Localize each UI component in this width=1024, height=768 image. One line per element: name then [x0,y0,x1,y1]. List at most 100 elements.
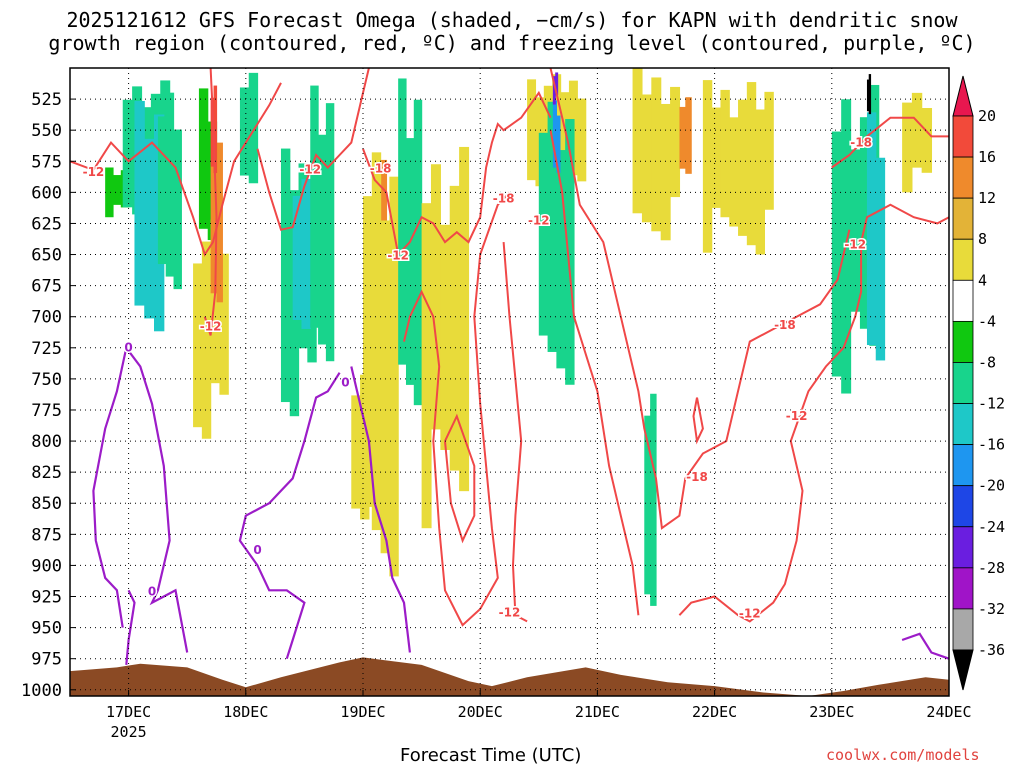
omega-streak [547,101,557,352]
omega-region-teal-18dec [292,178,311,329]
y-tick-label: 750 [31,370,62,390]
dgz-contour-label: -12 [387,249,409,263]
colorbar-label: 4 [978,271,987,289]
freezing-contour-line [92,347,128,628]
omega-streak [850,149,861,312]
omega-streak [651,77,662,232]
colorbar-label: -32 [978,600,1005,618]
dgz-contour-label: -18 [850,135,872,149]
omega-streak [144,138,155,319]
freezing-contour-label: 0 [124,341,132,355]
omega-streak [875,157,886,361]
colorbar-bin [952,115,974,158]
dgz-contour-line [549,130,640,616]
colorbar-label: 8 [978,230,987,248]
dgz-contour-label: -12 [83,165,105,179]
omega-streak [746,82,757,246]
omega-streak [210,159,218,294]
omega-streak [363,196,373,507]
omega-streak [644,415,651,595]
dgz-contour-label: -12 [739,607,761,621]
colorbar: 20 16 12 8 4 -4 -8 -12 -16 -20 -24 -28 -32 -36 [952,75,1005,691]
colorbar-label: -8 [978,353,996,371]
omega-streak [389,176,399,577]
y-tick-label: 650 [31,246,62,266]
omega-streak [210,97,215,167]
omega-region-yellow-19dec-c [421,146,470,529]
omega-streak [430,164,441,430]
omega-streak [105,167,114,218]
colorbar-bottom-arrow [952,649,974,691]
dgz-contour-label: -18 [370,161,392,175]
omega-streak [711,107,722,208]
dgz-contour-label: -12 [499,605,521,619]
omega-streak [157,116,167,265]
x-tick-label: 20DEC [458,703,503,721]
freezing-contour-label: 0 [253,543,261,557]
colorbar-bin [952,320,974,363]
omega-streak [632,68,643,214]
dgz-contour-line [692,397,704,445]
y-tick-label: 575 [31,152,62,172]
freezing-contour-line [238,372,341,660]
omega-streak [440,224,451,450]
omega-streak [755,109,766,255]
omega-streak [292,195,303,320]
omega-streak [868,74,872,115]
dgz-contour-label: -12 [299,163,321,177]
omega-streak [210,219,221,384]
dgz-contour-line [549,68,851,530]
freezing-contour-line [125,589,136,666]
omega-region-green-18dec-c [310,85,335,362]
dgz-contour-label: -12 [200,319,222,333]
credit-link[interactable]: coolwx.com/models [826,746,980,764]
omega-streak [413,99,423,406]
x-tick-sublabel: 2025 [111,723,147,741]
colorbar-bin [952,279,974,322]
omega-streak [351,395,361,509]
omega-streak [248,72,259,184]
colorbar-label: 16 [978,148,996,166]
y-tick-label: 875 [31,525,62,545]
colorbar-bin [952,197,974,240]
omega-streak [679,106,686,169]
chart-title-line1: 2025121612 GFS Forecast Omega (shaded, −… [66,8,958,32]
dgz-contour-line [403,191,511,627]
y-tick-label: 975 [31,650,62,670]
colorbar-bin [952,485,974,528]
omega-streak [685,97,692,174]
omega-streak [866,112,877,346]
y-tick-label: 700 [31,308,62,328]
omega-region-black-23dec [866,74,872,115]
omega-region-teal-23dec [866,112,886,361]
omega-streak [831,131,842,377]
dgz-contour-line [502,242,528,623]
colorbar-bin [952,526,974,569]
dgz-contour-label: -18 [686,470,708,484]
omega-streak [201,241,212,439]
x-axis-title: Forecast Time (UTC) [400,745,582,766]
omega-streak [459,146,470,492]
y-tick-label: 525 [31,90,62,110]
plot-group: -12-12-12 -18-12-18-12-12-18-12-18-12-18-… [70,68,949,696]
dgz-contour-line [678,203,949,623]
freezing-contour-line [901,632,949,660]
omega-region-red-18dec [210,85,218,174]
omega-streak [449,185,460,471]
colorbar-label: 12 [978,189,996,207]
omega-region-green-20dec [538,101,575,385]
y-tick-label: 625 [31,214,62,234]
omega-streak [198,88,209,229]
chart-title-line2: growth region (contoured, red, ºC) and f… [48,31,976,55]
x-tick-label: 24DEC [926,703,971,721]
dgz-contour-label: -18 [493,191,515,205]
x-tick-label: 19DEC [340,703,385,721]
omega-region-yellow-22dec [702,80,774,255]
omega-streak [764,91,774,210]
colorbar-label: 20 [978,107,996,125]
omega-streak [921,108,933,173]
colorbar-bin [952,444,974,487]
colorbar-bin [952,567,974,610]
terrain-ground [70,657,949,696]
